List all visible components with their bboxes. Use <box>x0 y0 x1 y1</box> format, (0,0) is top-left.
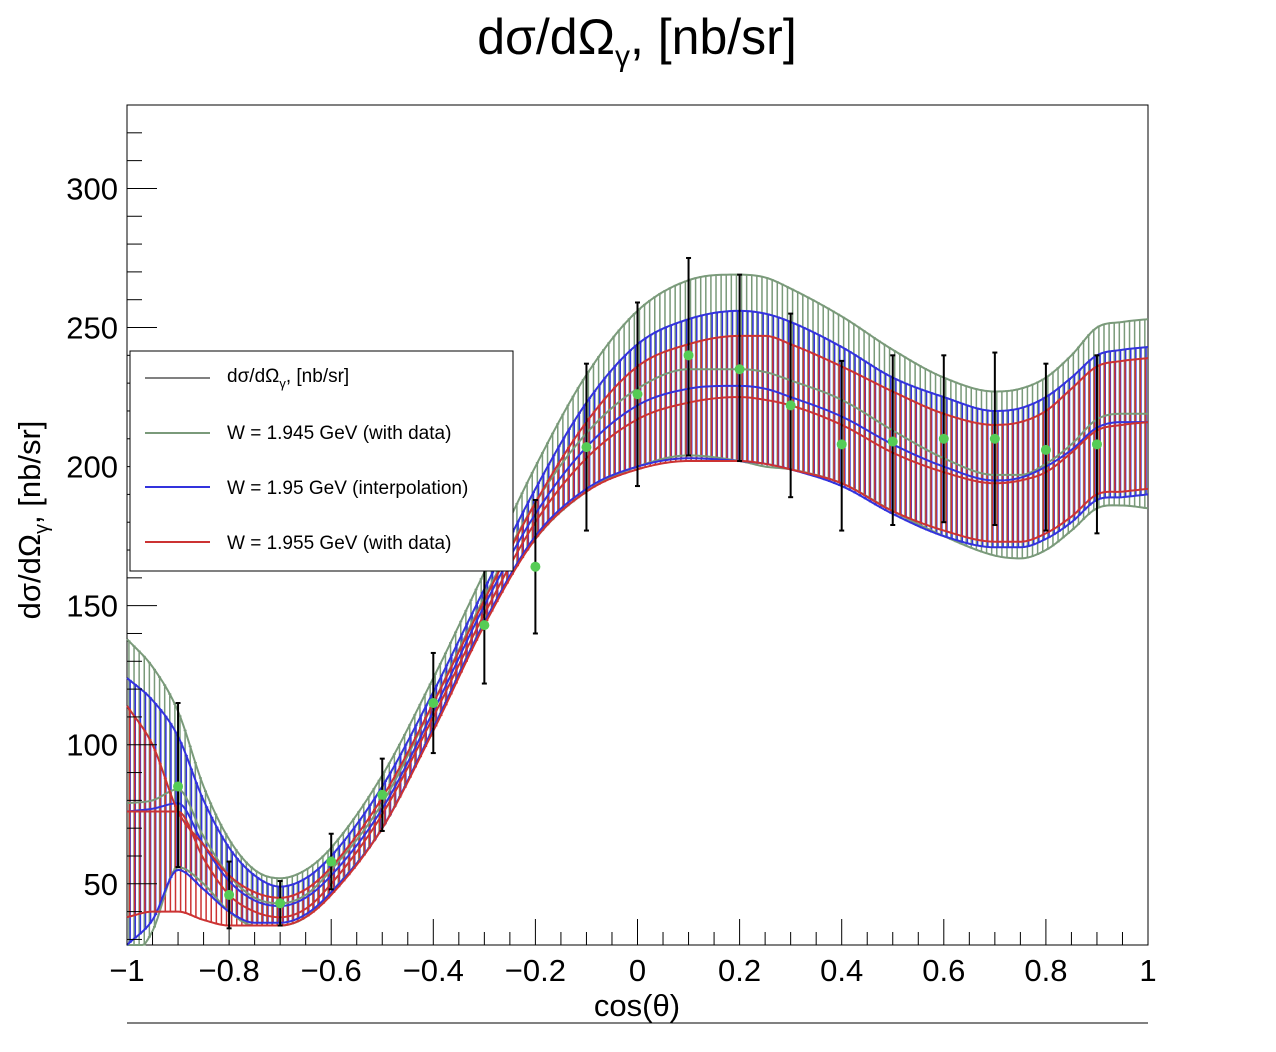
data-point-group <box>173 702 184 869</box>
data-point-group <box>683 256 694 457</box>
x-tick-label: −0.4 <box>403 953 464 988</box>
y-tick-label: 150 <box>66 589 118 624</box>
data-point <box>785 400 796 411</box>
data-point <box>1040 444 1051 455</box>
data-point <box>836 439 847 450</box>
x-axis-title: cos(θ) <box>594 988 680 1023</box>
data-point <box>683 350 694 361</box>
y-tick-label: 300 <box>66 171 118 206</box>
legend-label-w1955: W = 1.955 GeV (with data) <box>227 533 451 554</box>
data-point <box>377 789 388 800</box>
data-point <box>938 433 949 444</box>
y-tick-label: 250 <box>66 311 118 346</box>
data-point-group <box>632 301 643 488</box>
data-point-group <box>377 757 388 832</box>
chart-title: dσ/dΩγ, [nb/sr] <box>477 9 796 73</box>
data-point-group <box>581 362 592 532</box>
data-point <box>632 389 643 400</box>
legend: dσ/dΩγ, [nb/sr] W = 1.945 GeV (with data… <box>129 350 514 572</box>
legend-label-w1945: W = 1.945 GeV (with data) <box>227 423 451 444</box>
x-tick-label: −0.2 <box>505 953 566 988</box>
data-point-group <box>1040 362 1051 532</box>
data-point <box>1091 439 1102 450</box>
data-point-group <box>479 565 490 685</box>
data-point <box>734 364 745 375</box>
x-tick-label: 0 <box>629 953 646 988</box>
x-tick-label: 0.8 <box>1024 953 1067 988</box>
legend-label-data: dσ/dΩγ, [nb/sr] <box>227 366 349 391</box>
data-point-group <box>836 359 847 532</box>
x-tick-label: 0.4 <box>820 953 863 988</box>
x-axis: −1 −0.8 −0.6 −0.4 −0.2 0 0.2 0.4 0.6 0.8 1 <box>109 919 1157 988</box>
data-point <box>275 898 286 909</box>
y-tick-label: 100 <box>66 728 118 763</box>
data-point <box>326 856 337 867</box>
data-point <box>428 698 439 709</box>
data-point <box>479 620 490 631</box>
legend-label-w1950: W = 1.95 GeV (interpolation) <box>227 478 468 499</box>
y-tick-label: 200 <box>66 450 118 485</box>
data-point-group <box>530 498 541 635</box>
data-point <box>173 781 184 792</box>
legend-box <box>129 350 514 572</box>
y-axis: 50 100 150 200 250 300 <box>66 104 157 940</box>
data-point <box>530 561 541 572</box>
x-tick-label: 0.2 <box>718 953 761 988</box>
data-point-group <box>326 832 337 891</box>
y-axis-title: dσ/dΩγ, [nb/sr] <box>12 421 53 620</box>
legend-entries: dσ/dΩγ, [nb/sr] W = 1.945 GeV (with data… <box>145 366 468 554</box>
data-point-group <box>938 354 949 524</box>
data-point-group <box>989 351 1000 526</box>
data-point-group <box>275 880 286 927</box>
data-point-group <box>887 354 898 526</box>
x-tick-label: −1 <box>109 953 144 988</box>
x-tick-label: 0.6 <box>922 953 965 988</box>
data-point <box>887 436 898 447</box>
data-point <box>224 889 235 900</box>
data-point-group <box>1091 354 1102 535</box>
data-point <box>581 442 592 453</box>
x-tick-label: −0.6 <box>301 953 362 988</box>
data-point-group <box>734 273 745 463</box>
x-tick-label: 1 <box>1139 953 1156 988</box>
data-points <box>173 256 1102 930</box>
data-point-group <box>428 651 439 755</box>
data-point-group <box>785 312 796 499</box>
y-tick-label: 50 <box>84 867 118 902</box>
x-tick-label: −0.8 <box>198 953 259 988</box>
data-point <box>989 433 1000 444</box>
